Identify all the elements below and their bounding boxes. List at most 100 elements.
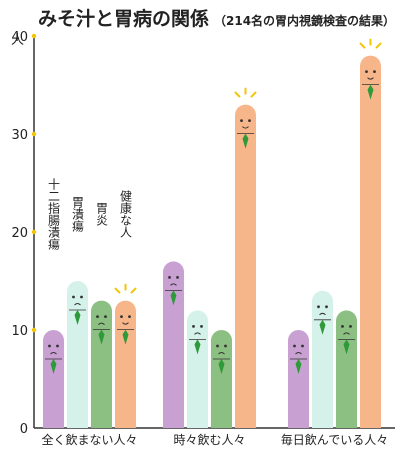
face-eye: [293, 344, 296, 348]
tie-icon: [98, 329, 105, 345]
face-eye: [48, 344, 51, 348]
face-eye: [56, 344, 59, 348]
face-eye: [349, 325, 352, 328]
y-axis-ticks: 0 10 20 30 40: [11, 30, 37, 437]
bars: [43, 38, 382, 428]
bar-body: [336, 310, 357, 428]
bar-body: [115, 300, 136, 428]
tie-icon: [122, 329, 129, 345]
face-eye: [224, 344, 227, 348]
y-tick-label: 40: [11, 30, 28, 45]
sparkle-mark: [359, 42, 366, 49]
bar-body: [211, 330, 232, 428]
series-label: 十二指腸潰瘍: [47, 178, 61, 251]
face-eye: [104, 315, 107, 318]
x-category-label: 時々飲む人々: [173, 432, 245, 447]
face-eye: [72, 295, 75, 299]
series-label: 胃潰瘍: [71, 196, 85, 233]
bar: [91, 300, 112, 428]
y-tick-label: 30: [11, 128, 28, 143]
sparkle-mark: [234, 91, 241, 98]
bar-body: [235, 104, 256, 428]
face-eye: [248, 119, 251, 122]
y-tick-mark: [31, 327, 37, 333]
x-category-label: 毎日飲んでいる人々: [281, 432, 388, 447]
bar: [163, 261, 184, 428]
sparkle-mark: [250, 91, 257, 98]
bar: [336, 310, 357, 428]
series-labels: 十二指腸潰瘍 胃潰瘍 胃炎 健康な人: [47, 178, 133, 251]
bar-body: [67, 281, 88, 428]
bar: [43, 330, 64, 428]
series-label: 健康な人: [119, 190, 133, 238]
bar: [67, 281, 88, 428]
face-mouth: [218, 352, 225, 355]
bar-body: [360, 55, 381, 428]
face-eye: [120, 315, 123, 318]
face-eye: [176, 276, 179, 279]
face-eye: [168, 276, 171, 279]
tie-icon: [367, 84, 374, 100]
bar: [187, 310, 208, 428]
face-mouth: [367, 77, 374, 80]
x-category-label: 全く飲まない人々: [41, 432, 137, 447]
face-eye: [128, 315, 131, 318]
bar: [288, 330, 309, 428]
tie-icon: [319, 319, 326, 335]
bar-body: [91, 300, 112, 428]
face-mouth: [98, 322, 105, 325]
tie-icon: [50, 359, 57, 374]
face-eye: [341, 325, 344, 328]
face-eye: [192, 325, 195, 328]
bar: [312, 290, 333, 428]
tie-icon: [170, 290, 177, 306]
tie-icon: [74, 310, 81, 325]
y-tick-mark: [31, 229, 37, 235]
tie-icon: [218, 359, 225, 374]
face-eye: [373, 70, 376, 73]
face-eye: [301, 344, 304, 348]
face-mouth: [122, 322, 129, 325]
bar-body: [163, 261, 184, 428]
bar-body: [288, 330, 309, 428]
y-tick-mark: [31, 33, 37, 39]
bar-body: [187, 310, 208, 428]
bar: [211, 330, 232, 428]
sparkle-mark: [130, 287, 137, 294]
face-mouth: [319, 312, 326, 316]
y-tick-mark: [31, 131, 37, 137]
face-mouth: [194, 332, 201, 335]
bar-body: [312, 290, 333, 428]
face-mouth: [242, 126, 249, 129]
tie-icon: [295, 359, 302, 374]
bar: [234, 87, 257, 428]
tie-icon: [343, 339, 350, 355]
bar-body: [43, 330, 64, 428]
face-eye: [317, 305, 320, 309]
y-axis-label: 人: [11, 33, 24, 48]
y-tick-label: 20: [11, 226, 28, 241]
face-eye: [80, 295, 83, 299]
chart-title: みそ汁と胃病の関係: [38, 7, 209, 30]
x-category-labels: 全く飲まない人々 時々飲む人々 毎日飲んでいる人々: [41, 432, 388, 447]
sparkle-mark: [114, 287, 121, 294]
face-eye: [200, 325, 203, 328]
bar: [359, 38, 382, 428]
face-mouth: [295, 352, 302, 355]
face-eye: [96, 315, 99, 318]
chart-subtitle: （214名の胃内視鏡検査の結果）: [214, 13, 395, 28]
tie-icon: [194, 339, 201, 355]
series-label: 胃炎: [95, 202, 109, 226]
y-tick-label: 10: [11, 324, 28, 339]
face-eye: [325, 305, 328, 309]
tie-icon: [242, 133, 249, 149]
face-eye: [365, 70, 368, 73]
face-mouth: [50, 352, 57, 355]
sparkle-mark: [375, 42, 382, 49]
face-mouth: [343, 332, 350, 335]
bar: [114, 283, 137, 428]
face-mouth: [74, 303, 81, 306]
face-eye: [240, 119, 243, 122]
face-mouth: [170, 283, 177, 286]
